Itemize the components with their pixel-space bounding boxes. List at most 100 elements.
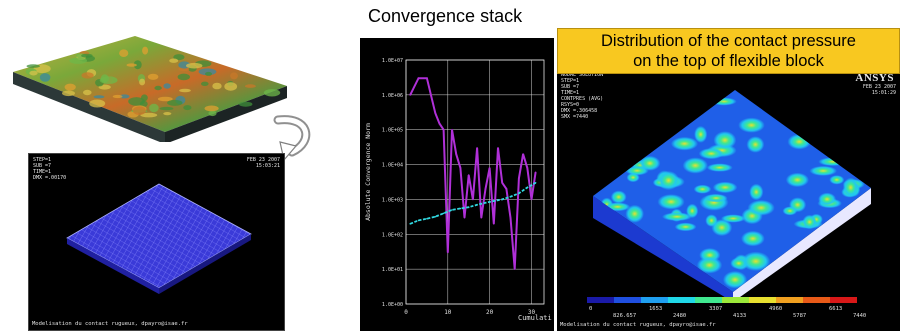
legend-swatch (614, 297, 641, 303)
pressure-hotspot (746, 136, 765, 153)
legend-swatch (803, 297, 830, 303)
surface-bump (167, 99, 183, 106)
pressure-hotspot (674, 222, 697, 232)
legend-swatch (668, 297, 695, 303)
data-point (534, 171, 537, 174)
surface-bump (177, 73, 190, 81)
surface-bump (244, 84, 256, 88)
data-point (451, 209, 453, 211)
legend-swatch (695, 297, 722, 303)
pressure-callout: Distribution of the contact pressure on … (557, 28, 900, 74)
pressure-hotspot (704, 193, 728, 203)
pressure-hotspot (696, 256, 723, 274)
surface-bump (26, 64, 40, 68)
legend-swatch (749, 297, 776, 303)
surface-bump (119, 94, 130, 99)
pressure-hotspot (818, 192, 837, 206)
pressure-hotspot (787, 133, 812, 150)
data-point (467, 206, 470, 208)
surface-bump (147, 73, 159, 80)
pressure-hotspot (802, 214, 817, 230)
surface-bump (224, 82, 238, 91)
data-point (459, 167, 462, 169)
surface-bump (64, 83, 76, 91)
data-point (513, 268, 516, 270)
legend-tick-bottom: 826.657 (613, 313, 636, 319)
data-point (434, 215, 437, 218)
y-tick-label: 1.0E+07 (382, 58, 403, 64)
pressure-hotspot (782, 206, 798, 216)
y-tick-label: 1.0E+00 (382, 302, 403, 308)
pressure-header-line: RSYS=0 (561, 102, 580, 108)
surface-bump (141, 94, 148, 102)
ansys-logo: ANSYS (855, 72, 894, 84)
surface-bump (239, 101, 253, 107)
surface-bump (126, 63, 137, 67)
legend-tick-bottom: 4133 (733, 313, 746, 319)
data-point (530, 198, 533, 201)
data-point (509, 216, 512, 219)
data-point (417, 219, 420, 222)
data-point (526, 167, 529, 169)
data-point (484, 188, 487, 190)
x-tick-label: 0 (404, 309, 408, 316)
series-line (409, 77, 537, 270)
surface-bump (142, 46, 149, 55)
data-point (476, 147, 478, 149)
data-point (472, 198, 474, 201)
data-point (447, 251, 449, 254)
surface-bump (163, 112, 172, 116)
pressure-block (593, 90, 871, 302)
x-tick-label: 20 (486, 309, 494, 316)
pressure-header-line: NODAL SOLUTION (561, 72, 604, 78)
pressure-header-right-line: 15:01:29 (871, 90, 896, 96)
surface-bump (99, 76, 118, 84)
surface-bump (128, 97, 145, 106)
surface-bump (154, 85, 162, 91)
pressure-hotspot (749, 183, 764, 201)
legend-tick-top: 4960 (769, 306, 782, 312)
mesh-header-right-line: 15:03:21 (255, 163, 280, 169)
data-point (442, 212, 445, 215)
data-point (501, 198, 503, 201)
surface-bump (173, 54, 185, 61)
pressure-hotspot (662, 212, 692, 221)
data-point (509, 195, 512, 198)
surface-bump (263, 89, 281, 97)
data-point (426, 217, 428, 220)
legend-tick-bottom: 5787 (793, 313, 806, 319)
data-point (426, 77, 428, 79)
convergence-panel: Absolute Convergence Norm Cumulati 1.0E+… (360, 38, 554, 331)
surface-bump (205, 71, 212, 76)
surface-bump (149, 103, 159, 113)
y-tick-label: 1.0E+01 (382, 267, 403, 273)
surface-bump (159, 106, 174, 111)
y-tick-label: 1.0E+04 (382, 163, 403, 169)
pressure-hotspot (626, 172, 640, 183)
data-point (434, 112, 437, 114)
surface-bump (83, 89, 92, 96)
pressure-footer: Modelisation du contact rugueux, dpayro@… (560, 322, 716, 328)
pressure-hotspot (747, 199, 775, 216)
pressure-hotspot (842, 177, 859, 198)
legend-tick-bottom: 2480 (673, 313, 686, 319)
pressure-hotspot (712, 181, 738, 194)
mesh-header-line: TIME=1 (33, 169, 52, 175)
data-point (484, 202, 487, 204)
pressure-hotspot (670, 136, 699, 151)
pressure-panel: NODAL SOLUTION STEP=1 SUB =7 TIME=1 CONTPRES… (557, 40, 900, 331)
legend-tick-top: 0 (589, 306, 592, 312)
pressure-hotspot (682, 157, 708, 174)
surface-bump (132, 106, 146, 115)
pressure-hotspot (706, 163, 733, 172)
data-point (497, 147, 499, 149)
pressure-hotspot (829, 175, 845, 185)
surface-bump (208, 110, 217, 117)
pressure-hotspot (722, 270, 748, 289)
data-point (409, 223, 411, 225)
y-tick-label: 1.0E+05 (382, 128, 403, 134)
mesh-header: STEP=1 SUB =7 TIME=1 DMX =.00170 (33, 157, 66, 181)
mesh-header-line: STEP=1 (33, 157, 52, 163)
data-point (526, 186, 529, 189)
mesh-block (66, 183, 252, 294)
